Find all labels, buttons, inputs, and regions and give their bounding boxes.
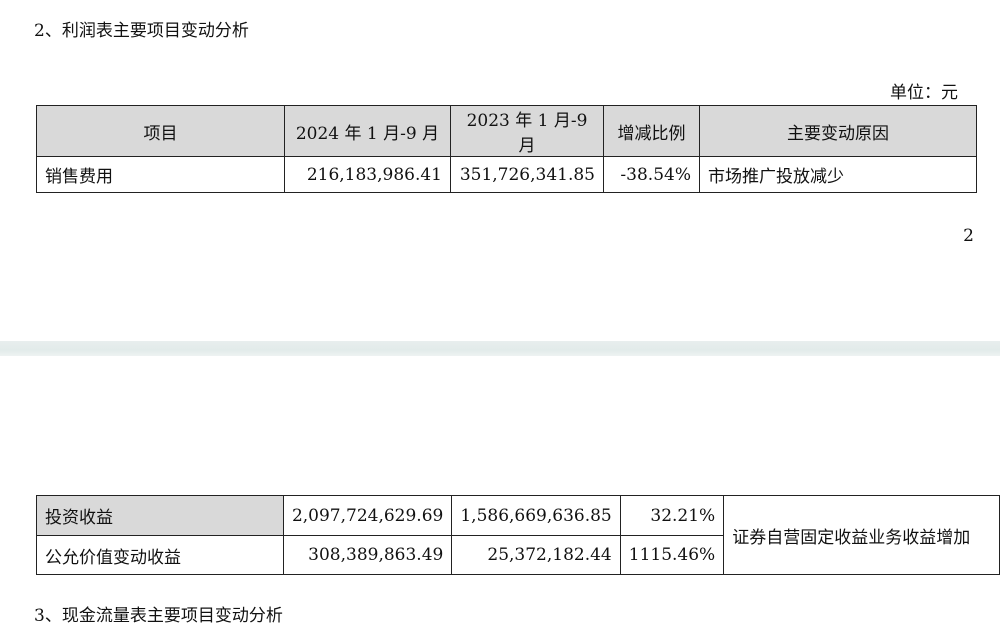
cell-2023: 25,372,182.44 [451, 535, 621, 575]
cell-2024: 308,389,863.49 [282, 535, 453, 575]
income-statement-table-continued: 投资收益 2,097,724,629.69 1,586,669,636.85 3… [36, 495, 1000, 575]
cell-reason-merged: 证券自营固定收益业务收益增加 [723, 495, 1000, 575]
cell-reason: 市场推广投放减少 [699, 156, 977, 193]
page-separator [0, 341, 1000, 356]
section-2-title: 2、利润表主要项目变动分析 [34, 21, 249, 41]
income-statement-table: 项目 2024 年 1 月-9 月 2023 年 1 月-9 月 增减比例 主要… [36, 105, 977, 193]
cell-change: 1115.46% [619, 535, 725, 575]
cell-change: -38.54% [603, 156, 700, 193]
header-2024: 2024 年 1 月-9 月 [284, 105, 451, 157]
table-row: 公允价值变动收益 308,389,863.49 25,372,182.44 11… [36, 535, 1000, 575]
header-2023: 2023 年 1 月-9 月 [450, 105, 604, 157]
cell-item: 销售费用 [36, 156, 285, 193]
header-reason: 主要变动原因 [699, 105, 977, 157]
cell-2023: 351,726,341.85 [450, 156, 604, 193]
header-change: 增减比例 [603, 105, 700, 157]
page-number: 2 [963, 226, 974, 246]
cell-change: 32.21% [619, 495, 725, 536]
section-3-title: 3、现金流量表主要项目变动分析 [34, 606, 283, 626]
cell-item: 公允价值变动收益 [36, 535, 284, 575]
table-row: 投资收益 2,097,724,629.69 1,586,669,636.85 3… [36, 495, 1000, 575]
table-header-row: 项目 2024 年 1 月-9 月 2023 年 1 月-9 月 增减比例 主要… [36, 105, 977, 157]
cell-2023: 1,586,669,636.85 [451, 495, 621, 536]
cell-2024: 2,097,724,629.69 [282, 495, 453, 536]
cell-item: 投资收益 [36, 495, 284, 536]
unit-label: 单位：元 [890, 83, 958, 103]
cell-2024: 216,183,986.41 [284, 156, 451, 193]
table-row: 销售费用 216,183,986.41 351,726,341.85 -38.5… [36, 156, 977, 193]
header-item: 项目 [36, 105, 285, 157]
